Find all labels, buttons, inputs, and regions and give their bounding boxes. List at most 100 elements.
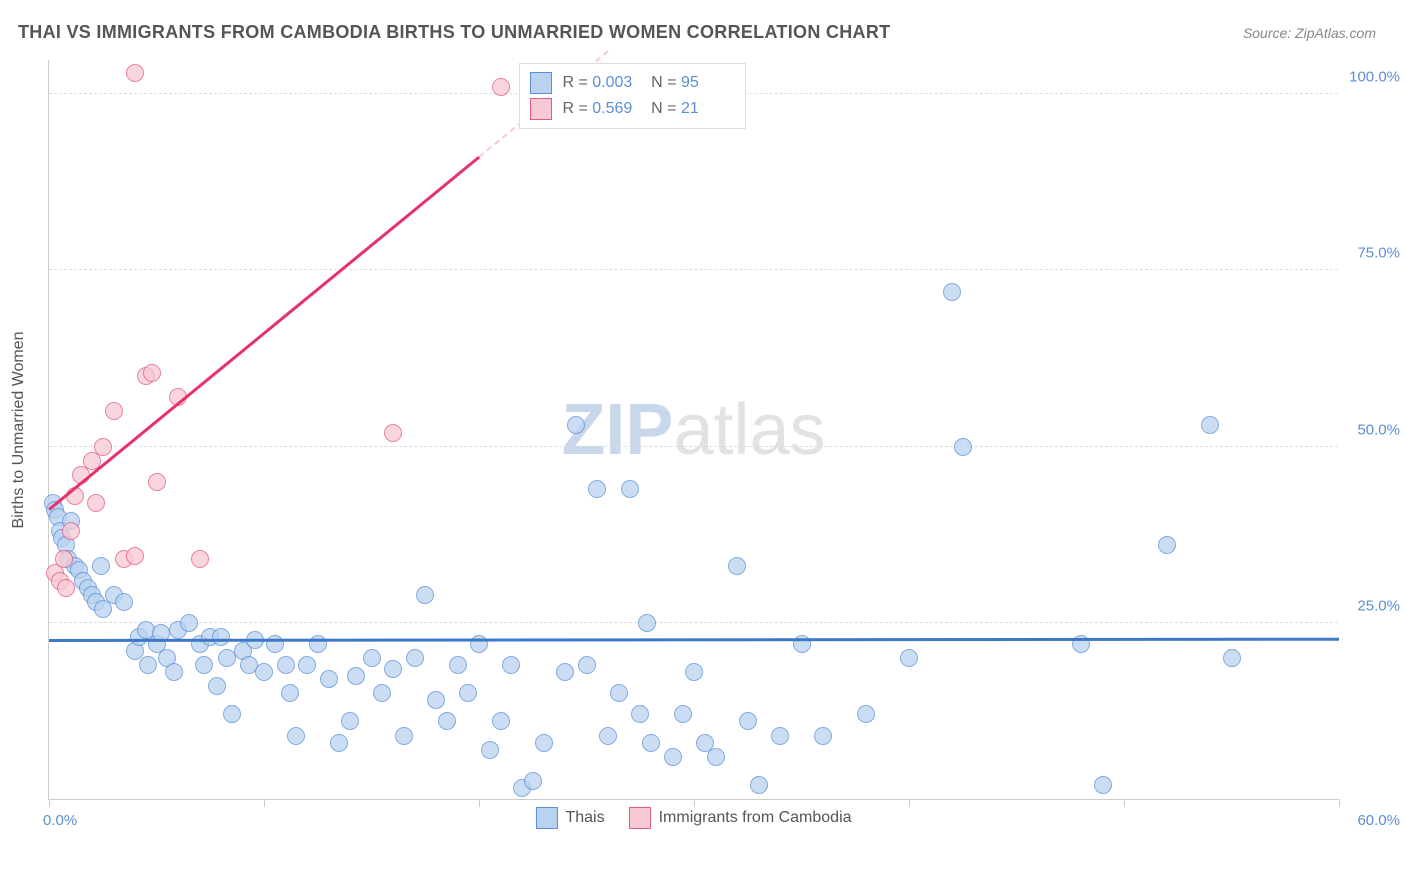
data-point	[148, 473, 166, 491]
data-point	[750, 776, 768, 794]
data-point	[567, 416, 585, 434]
data-point	[492, 78, 510, 96]
regression-line	[48, 155, 480, 509]
stats-legend-row: R = 0.569 N = 21	[530, 96, 730, 122]
data-point	[638, 614, 656, 632]
series-legend-label: Thais	[565, 809, 604, 827]
stats-text: R = 0.569 N = 21	[562, 100, 730, 118]
data-point	[384, 660, 402, 678]
data-point	[599, 727, 617, 745]
data-point	[954, 438, 972, 456]
data-point	[212, 628, 230, 646]
data-point	[57, 579, 75, 597]
data-point	[481, 741, 499, 759]
legend-swatch	[530, 98, 552, 120]
data-point	[771, 727, 789, 745]
data-point	[427, 691, 445, 709]
data-point	[814, 727, 832, 745]
stats-legend: R = 0.003 N = 95 R = 0.569 N = 21	[519, 63, 745, 129]
series-legend-item: Immigrants from Cambodia	[629, 807, 852, 829]
data-point	[707, 748, 725, 766]
watermark-atlas: atlas	[673, 390, 825, 470]
stats-legend-row: R = 0.003 N = 95	[530, 70, 730, 96]
data-point	[94, 438, 112, 456]
data-point	[438, 712, 456, 730]
data-point	[139, 656, 157, 674]
data-point	[621, 480, 639, 498]
data-point	[87, 494, 105, 512]
data-point	[126, 547, 144, 565]
data-point	[373, 684, 391, 702]
data-point	[195, 656, 213, 674]
y-tick-label: 100.0%	[1349, 69, 1400, 86]
data-point	[943, 283, 961, 301]
data-point	[277, 656, 295, 674]
data-point	[1201, 416, 1219, 434]
data-point	[492, 712, 510, 730]
data-point	[180, 614, 198, 632]
regression-line	[49, 638, 1339, 642]
data-point	[105, 402, 123, 420]
x-tick	[264, 799, 265, 807]
watermark: ZIPatlas	[561, 389, 825, 471]
data-point	[664, 748, 682, 766]
data-point	[610, 684, 628, 702]
data-point	[685, 663, 703, 681]
data-point	[126, 64, 144, 82]
series-legend-item: Thais	[535, 807, 604, 829]
data-point	[631, 705, 649, 723]
data-point	[1094, 776, 1112, 794]
data-point	[857, 705, 875, 723]
x-tick	[1124, 799, 1125, 807]
y-tick-label: 75.0%	[1357, 245, 1400, 262]
data-point	[223, 705, 241, 723]
data-point	[728, 557, 746, 575]
data-point	[739, 712, 757, 730]
x-axis-start-label: 0.0%	[43, 812, 77, 829]
series-legend: Thais Immigrants from Cambodia	[535, 807, 851, 829]
data-point	[347, 667, 365, 685]
x-tick	[1339, 799, 1340, 807]
data-point	[459, 684, 477, 702]
data-point	[524, 772, 542, 790]
data-point	[266, 635, 284, 653]
data-point	[320, 670, 338, 688]
x-tick	[49, 799, 50, 807]
legend-swatch	[629, 807, 651, 829]
data-point	[281, 684, 299, 702]
scatter-chart: Births to Unmarried Women ZIPatlas 25.0%…	[48, 60, 1338, 800]
data-point	[341, 712, 359, 730]
data-point	[208, 677, 226, 695]
data-point	[115, 593, 133, 611]
data-point	[92, 557, 110, 575]
stats-text: R = 0.003 N = 95	[562, 74, 730, 92]
gridline	[49, 446, 1338, 447]
data-point	[1158, 536, 1176, 554]
data-point	[900, 649, 918, 667]
data-point	[556, 663, 574, 681]
data-point	[1223, 649, 1241, 667]
gridline	[49, 269, 1338, 270]
data-point	[416, 586, 434, 604]
data-point	[535, 734, 553, 752]
data-point	[191, 550, 209, 568]
data-point	[309, 635, 327, 653]
data-point	[363, 649, 381, 667]
legend-swatch	[535, 807, 557, 829]
data-point	[330, 734, 348, 752]
data-point	[674, 705, 692, 723]
data-point	[588, 480, 606, 498]
data-point	[62, 522, 80, 540]
x-axis-end-label: 60.0%	[1357, 812, 1400, 829]
x-tick	[694, 799, 695, 807]
gridline	[49, 622, 1338, 623]
series-legend-label: Immigrants from Cambodia	[659, 809, 852, 827]
data-point	[298, 656, 316, 674]
source-attribution: Source: ZipAtlas.com	[1243, 25, 1376, 41]
data-point	[449, 656, 467, 674]
data-point	[502, 656, 520, 674]
x-tick	[909, 799, 910, 807]
data-point	[287, 727, 305, 745]
data-point	[406, 649, 424, 667]
data-point	[384, 424, 402, 442]
